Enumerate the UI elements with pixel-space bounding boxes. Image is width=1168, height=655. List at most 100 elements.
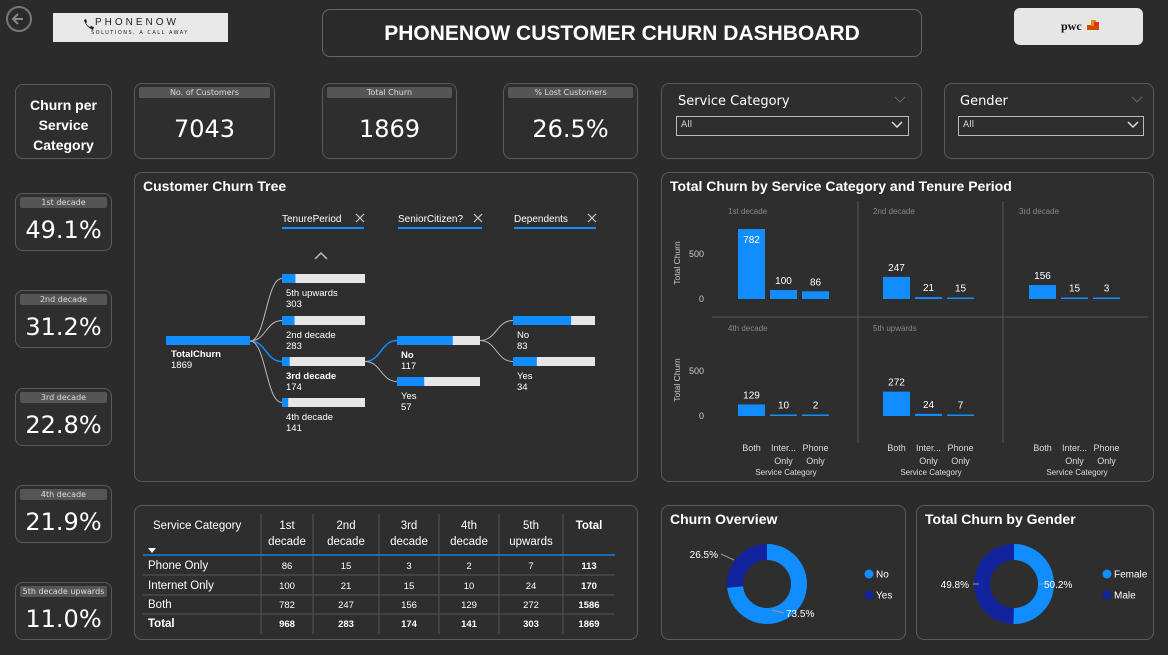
bar[interactable] [947, 297, 974, 300]
donut-slice[interactable] [1013, 544, 1054, 624]
table-cell: Phone Only [148, 560, 208, 572]
table-total-cell: 174 [401, 619, 418, 630]
legend-label[interactable]: Male [1114, 591, 1136, 602]
table-cell: 86 [282, 561, 293, 572]
bar-value-label: 100 [775, 276, 792, 287]
table-total-cell: 141 [461, 619, 478, 630]
table-cell: 15 [341, 561, 352, 572]
x-tick-label: Both [1033, 443, 1052, 453]
x-tick-label-line2: Only [951, 456, 970, 466]
legend-label[interactable]: Yes [876, 591, 892, 602]
table-header[interactable]: 3rd [401, 520, 418, 532]
tree-node-track[interactable] [282, 316, 365, 325]
bar[interactable] [770, 290, 797, 299]
tree-level-label: SeniorCitizen? [398, 214, 463, 225]
tree-node-label: Yes [517, 371, 533, 382]
table-header[interactable]: 5th [523, 520, 539, 532]
donut-slice[interactable] [727, 544, 767, 588]
pwc-logo: pwc [1014, 8, 1143, 45]
pwc-logo-text: pwc [1061, 19, 1082, 33]
chevron-down-icon[interactable] [894, 96, 906, 104]
donut-slice[interactable] [973, 544, 1014, 624]
tree-node-track[interactable] [282, 357, 365, 366]
gender-filter: Gender All [944, 83, 1154, 159]
table-cell: 100 [279, 581, 295, 592]
pwc-mark-icon [1087, 20, 1099, 30]
bar-value-label: 129 [743, 390, 760, 401]
bar[interactable] [883, 276, 910, 299]
bar[interactable] [738, 404, 765, 416]
tree-node-track[interactable] [282, 398, 365, 407]
bar[interactable] [802, 291, 829, 299]
side-decade-card: 5th decade upwards 11.0% [15, 582, 112, 640]
table-header[interactable]: 1st [279, 520, 295, 532]
tree-node-bar [282, 316, 295, 325]
chevron-down-icon[interactable] [1131, 96, 1143, 104]
tree-link [249, 278, 283, 342]
service-table-card: Service Category 1st decade 2nd decade 3rd dec… [134, 505, 638, 640]
churn-overview-donut: 73.5% No 26.5% Yes [690, 544, 892, 624]
bar[interactable] [770, 414, 797, 417]
bar[interactable] [915, 413, 942, 416]
service-table: Service Category 1st decade 2nd decade 3rd dec… [143, 514, 615, 634]
tree-level-label: TenurePeriod [282, 214, 341, 225]
service-filter-dropdown[interactable]: All [676, 116, 909, 136]
bar[interactable] [1093, 297, 1120, 300]
side-decade-value: 11.0% [25, 605, 102, 633]
x-tick-label: Both [887, 443, 906, 453]
close-icon[interactable] [587, 213, 597, 223]
bar-value-label: 3 [1104, 284, 1110, 295]
table-cell: 7 [528, 561, 533, 572]
legend-label[interactable]: Female [1114, 570, 1148, 581]
x-tick-label-line2: Only [806, 456, 825, 466]
side-decade-value: 22.8% [25, 411, 102, 439]
x-tick-label: Phone [1093, 443, 1119, 453]
side-decade-label: 4th decade [20, 489, 107, 500]
chevron-up-icon[interactable] [314, 251, 328, 260]
table-cell: 782 [279, 600, 295, 611]
tree-node-label: No [517, 330, 529, 341]
donut-slice-label: 26.5% [690, 550, 718, 561]
side-decade-card: 3rd decade 22.8% [15, 388, 112, 446]
tree-link [479, 320, 514, 341]
tree-node-track[interactable] [513, 357, 595, 366]
close-icon[interactable] [355, 213, 365, 223]
table-header[interactable]: 2nd [336, 520, 355, 532]
bar-value-label: 10 [778, 401, 790, 412]
bar[interactable] [883, 391, 910, 416]
back-button[interactable] [6, 6, 32, 32]
x-tick-label: Inter... [771, 443, 796, 453]
table-header[interactable]: 4th [461, 520, 477, 532]
x-tick-label-line2: Only [919, 456, 938, 466]
tree-node-value: 174 [286, 382, 302, 393]
table-header[interactable]: Total [576, 520, 603, 532]
donut-slice-label: 73.5% [786, 609, 814, 620]
bar[interactable] [1061, 297, 1088, 300]
donut-slice[interactable] [727, 544, 807, 624]
bar[interactable] [802, 414, 829, 417]
tree-node-track[interactable] [282, 274, 365, 283]
bar[interactable] [915, 297, 942, 299]
bar[interactable] [738, 229, 765, 299]
tree-node-label: 4th decade [286, 412, 333, 423]
y-axis-label: Total Churn [672, 241, 682, 285]
table-total-cell: Total [148, 618, 175, 630]
legend-label[interactable]: No [876, 570, 889, 581]
side-decade-value: 49.1% [25, 216, 102, 244]
tree-node-track[interactable] [397, 377, 480, 386]
table-cell: 15 [404, 581, 415, 592]
back-arrow-icon [11, 13, 23, 25]
side-decade-label: 2nd decade [20, 294, 107, 305]
gender-filter-dropdown[interactable]: All [958, 116, 1144, 136]
tree-node-value: 283 [286, 341, 302, 352]
table-header[interactable]: Service Category [153, 520, 241, 532]
bar[interactable] [1029, 285, 1056, 299]
gender-card: Total Churn by Gender 50.2% Female 49.8% Ma… [916, 505, 1154, 640]
bar[interactable] [947, 414, 974, 417]
x-tick-label: Inter... [1062, 443, 1087, 453]
sort-icon[interactable] [148, 548, 156, 553]
table-cell: 10 [464, 581, 475, 592]
close-icon[interactable] [473, 213, 483, 223]
side-decade-label: 3rd decade [20, 392, 107, 403]
table-cell: 3 [406, 561, 411, 572]
